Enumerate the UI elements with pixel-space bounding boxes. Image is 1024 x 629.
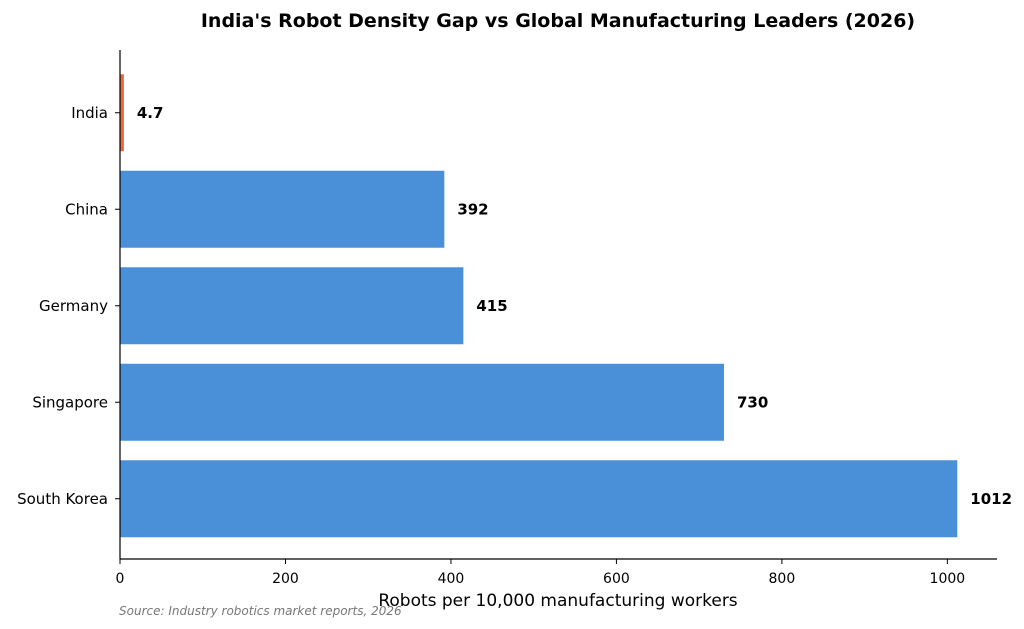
value-label-singapore: 730 [737, 393, 768, 411]
bar-germany [120, 267, 464, 345]
source-note: Source: Industry robotics market reports… [119, 604, 402, 618]
value-label-china: 392 [457, 200, 488, 218]
category-label-germany: Germany [39, 297, 108, 315]
category-label-south-korea: South Korea [17, 490, 108, 508]
x-tick-label-1000: 1000 [930, 571, 966, 587]
bars-group: 4.7 392 415 730 1012 [120, 74, 1012, 538]
bar-south-korea [120, 460, 958, 538]
bar-india [120, 74, 124, 152]
x-axis-title: Robots per 10,000 manufacturing workers [378, 591, 737, 611]
value-label-germany: 415 [476, 297, 507, 315]
x-tick-label-800: 800 [769, 571, 796, 587]
category-label-singapore: Singapore [32, 393, 108, 411]
chart-title: India's Robot Density Gap vs Global Manu… [201, 10, 915, 32]
bar-china [120, 170, 445, 248]
category-label-india: India [71, 104, 108, 122]
axes-group: India China Germany Singapore South Korea 0 20… [17, 50, 997, 587]
x-tick-label-200: 200 [272, 571, 299, 587]
category-label-china: China [65, 200, 108, 218]
x-tick-label-400: 400 [438, 571, 465, 587]
bar-singapore [120, 363, 724, 441]
value-label-india: 4.7 [137, 104, 164, 122]
value-label-south-korea: 1012 [970, 490, 1012, 508]
x-tick-label-600: 600 [603, 571, 630, 587]
x-tick-label-0: 0 [116, 571, 125, 587]
